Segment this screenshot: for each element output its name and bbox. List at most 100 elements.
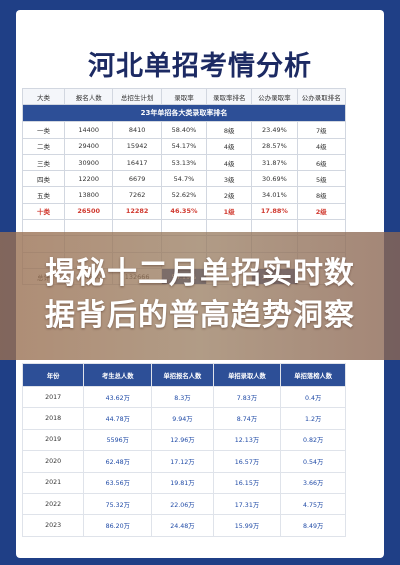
table-cell: 3级 xyxy=(206,170,253,188)
page-title: 河北单招考情分析 xyxy=(88,51,312,82)
table-cell: 6679 xyxy=(112,170,162,188)
table-row: 三类 30900 16417 53.13% 4级 31.87% 6级 xyxy=(22,153,347,172)
table-cell: 2级 xyxy=(296,202,347,221)
table-row: 五类 13800 7262 52.62% 2级 34.01% 8级 xyxy=(22,186,347,204)
table-cell: 75.32万 xyxy=(83,492,153,516)
table-cell: 31.87% xyxy=(251,153,298,172)
table-cell: 4级 xyxy=(206,137,253,155)
table-cell: 7262 xyxy=(112,186,162,204)
table-cell: 7.83万 xyxy=(212,385,282,409)
table-cell: 17.12万 xyxy=(151,450,214,473)
table-cell: 13800 xyxy=(63,186,114,204)
column-header: 公办录取率 xyxy=(251,87,298,106)
table-cell: 5596万 xyxy=(83,428,153,452)
table-cell: 16417 xyxy=(112,153,162,172)
table-cell: 3.66万 xyxy=(280,471,346,494)
table-row: 2020 62.48万 17.12万 16.57万 0.54万 xyxy=(21,450,346,473)
table-cell: 43.62万 xyxy=(83,385,153,409)
table-cell: 二类 xyxy=(22,137,65,155)
column-header: 总招生计划 xyxy=(112,87,162,106)
column-header: 单招报名人数 xyxy=(151,363,214,387)
table-cell: 8.74万 xyxy=(212,407,282,430)
table-cell: 19.81万 xyxy=(151,471,214,494)
table-header-row: 大类 报名人数 总招生计划 录取率 录取率排名 公办录取率 公办录取排名 xyxy=(22,87,347,106)
table-cell: 8级 xyxy=(206,121,253,139)
table-cell: 2018 xyxy=(21,407,85,430)
table-cell: 1级 xyxy=(206,202,253,221)
table-cell: 62.48万 xyxy=(83,450,153,473)
column-header: 报名人数 xyxy=(63,87,114,106)
table-cell: 29400 xyxy=(63,137,114,155)
table-cell: 一类 xyxy=(22,121,65,139)
table-row: 2023 86.20万 24.48万 15.99万 8.49万 xyxy=(21,514,346,537)
table-cell: 四类 xyxy=(22,170,65,188)
table-cell: 54.7% xyxy=(160,170,208,188)
table-cell: 8级 xyxy=(296,186,347,204)
table-cell: 30.69% xyxy=(251,170,298,188)
table-row: 2018 44.78万 9.94万 8.74万 1.2万 xyxy=(21,407,346,430)
table-cell: 44.78万 xyxy=(83,407,153,430)
table-cell: 15942 xyxy=(112,137,162,155)
column-header: 大类 xyxy=(22,87,65,106)
table-row: 2022 75.32万 22.06万 17.31万 4.75万 xyxy=(21,492,346,516)
table-cell: 2017 xyxy=(21,385,85,409)
table-cell: 4.75万 xyxy=(280,492,346,516)
table-cell: 五类 xyxy=(22,186,65,204)
table-cell: 17.31万 xyxy=(212,492,282,516)
table-cell: 52.62% xyxy=(160,186,208,204)
table-cell: 24.48万 xyxy=(151,514,214,537)
yearly-stats-table: 年份 考生总人数 单招报名人数 单招录取人数 单招落榜人数 2017 43.62万… xyxy=(21,363,346,537)
table-cell: 86.20万 xyxy=(83,514,153,537)
table-cell: 4级 xyxy=(296,137,347,155)
table-cell: 12.96万 xyxy=(151,428,214,452)
table-cell: 14400 xyxy=(63,121,114,139)
table-row: 十类 26500 12282 46.35% 1级 17.88% 2级 xyxy=(22,202,347,221)
table-cell: 15.99万 xyxy=(212,514,282,537)
column-header: 单招录取人数 xyxy=(212,363,282,387)
table-header-row: 年份 考生总人数 单招报名人数 单招录取人数 单招落榜人数 xyxy=(21,363,346,387)
column-header: 年份 xyxy=(21,363,85,387)
banner-headline-line-2: 据背后的普高趋势洞察 xyxy=(45,298,355,333)
table-cell: 0.82万 xyxy=(280,428,346,452)
table-cell: 6级 xyxy=(296,153,347,172)
table-cell: 12200 xyxy=(63,170,114,188)
table-row: 2017 43.62万 8.3万 7.83万 0.4万 xyxy=(21,385,346,409)
banner-headline-line-1: 揭秘十二月单招实时数 xyxy=(45,256,355,291)
table-cell: 12.13万 xyxy=(212,428,282,452)
headline-banner xyxy=(0,232,400,360)
table-cell: 1.2万 xyxy=(280,407,346,430)
table-cell: 5级 xyxy=(296,170,347,188)
table-cell: 0.4万 xyxy=(280,385,346,409)
column-header: 录取率 xyxy=(160,87,208,106)
table-cell: 4级 xyxy=(206,153,253,172)
table-cell: 2020 xyxy=(21,450,85,473)
table-cell: 2023 xyxy=(21,514,85,537)
table-cell: 十类 xyxy=(22,202,65,221)
table-caption: 23年单招各大类录取率排名 xyxy=(22,104,346,123)
table-cell: 22.06万 xyxy=(151,492,214,516)
table-cell: 2级 xyxy=(206,186,253,204)
table-cell: 26500 xyxy=(63,202,114,221)
table-cell: 54.17% xyxy=(160,137,208,155)
column-header: 单招落榜人数 xyxy=(280,363,346,387)
table-row: 二类 29400 15942 54.17% 4级 28.57% 4级 xyxy=(22,137,347,155)
table-cell: 2022 xyxy=(21,492,85,516)
table-cell: 53.13% xyxy=(160,153,208,172)
table-cell: 三类 xyxy=(22,153,65,172)
table-cell: 2019 xyxy=(21,428,85,452)
table-cell: 58.40% xyxy=(160,121,208,139)
table-cell: 16.15万 xyxy=(212,471,282,494)
table-cell: 9.94万 xyxy=(151,407,214,430)
table-cell: 46.35% xyxy=(160,202,208,221)
table-cell: 17.88% xyxy=(251,202,298,221)
column-header: 录取率排名 xyxy=(206,87,253,106)
table-row: 一类 14400 8410 58.40% 8级 23.49% 7级 xyxy=(22,121,347,139)
column-header: 考生总人数 xyxy=(83,363,153,387)
table-cell: 2021 xyxy=(21,471,85,494)
table-cell: 0.54万 xyxy=(280,450,346,473)
table-cell: 30900 xyxy=(63,153,114,172)
column-header: 公办录取排名 xyxy=(296,87,347,106)
table-cell: 16.57万 xyxy=(212,450,282,473)
table-cell: 28.57% xyxy=(251,137,298,155)
table-cell: 8.49万 xyxy=(280,514,346,537)
